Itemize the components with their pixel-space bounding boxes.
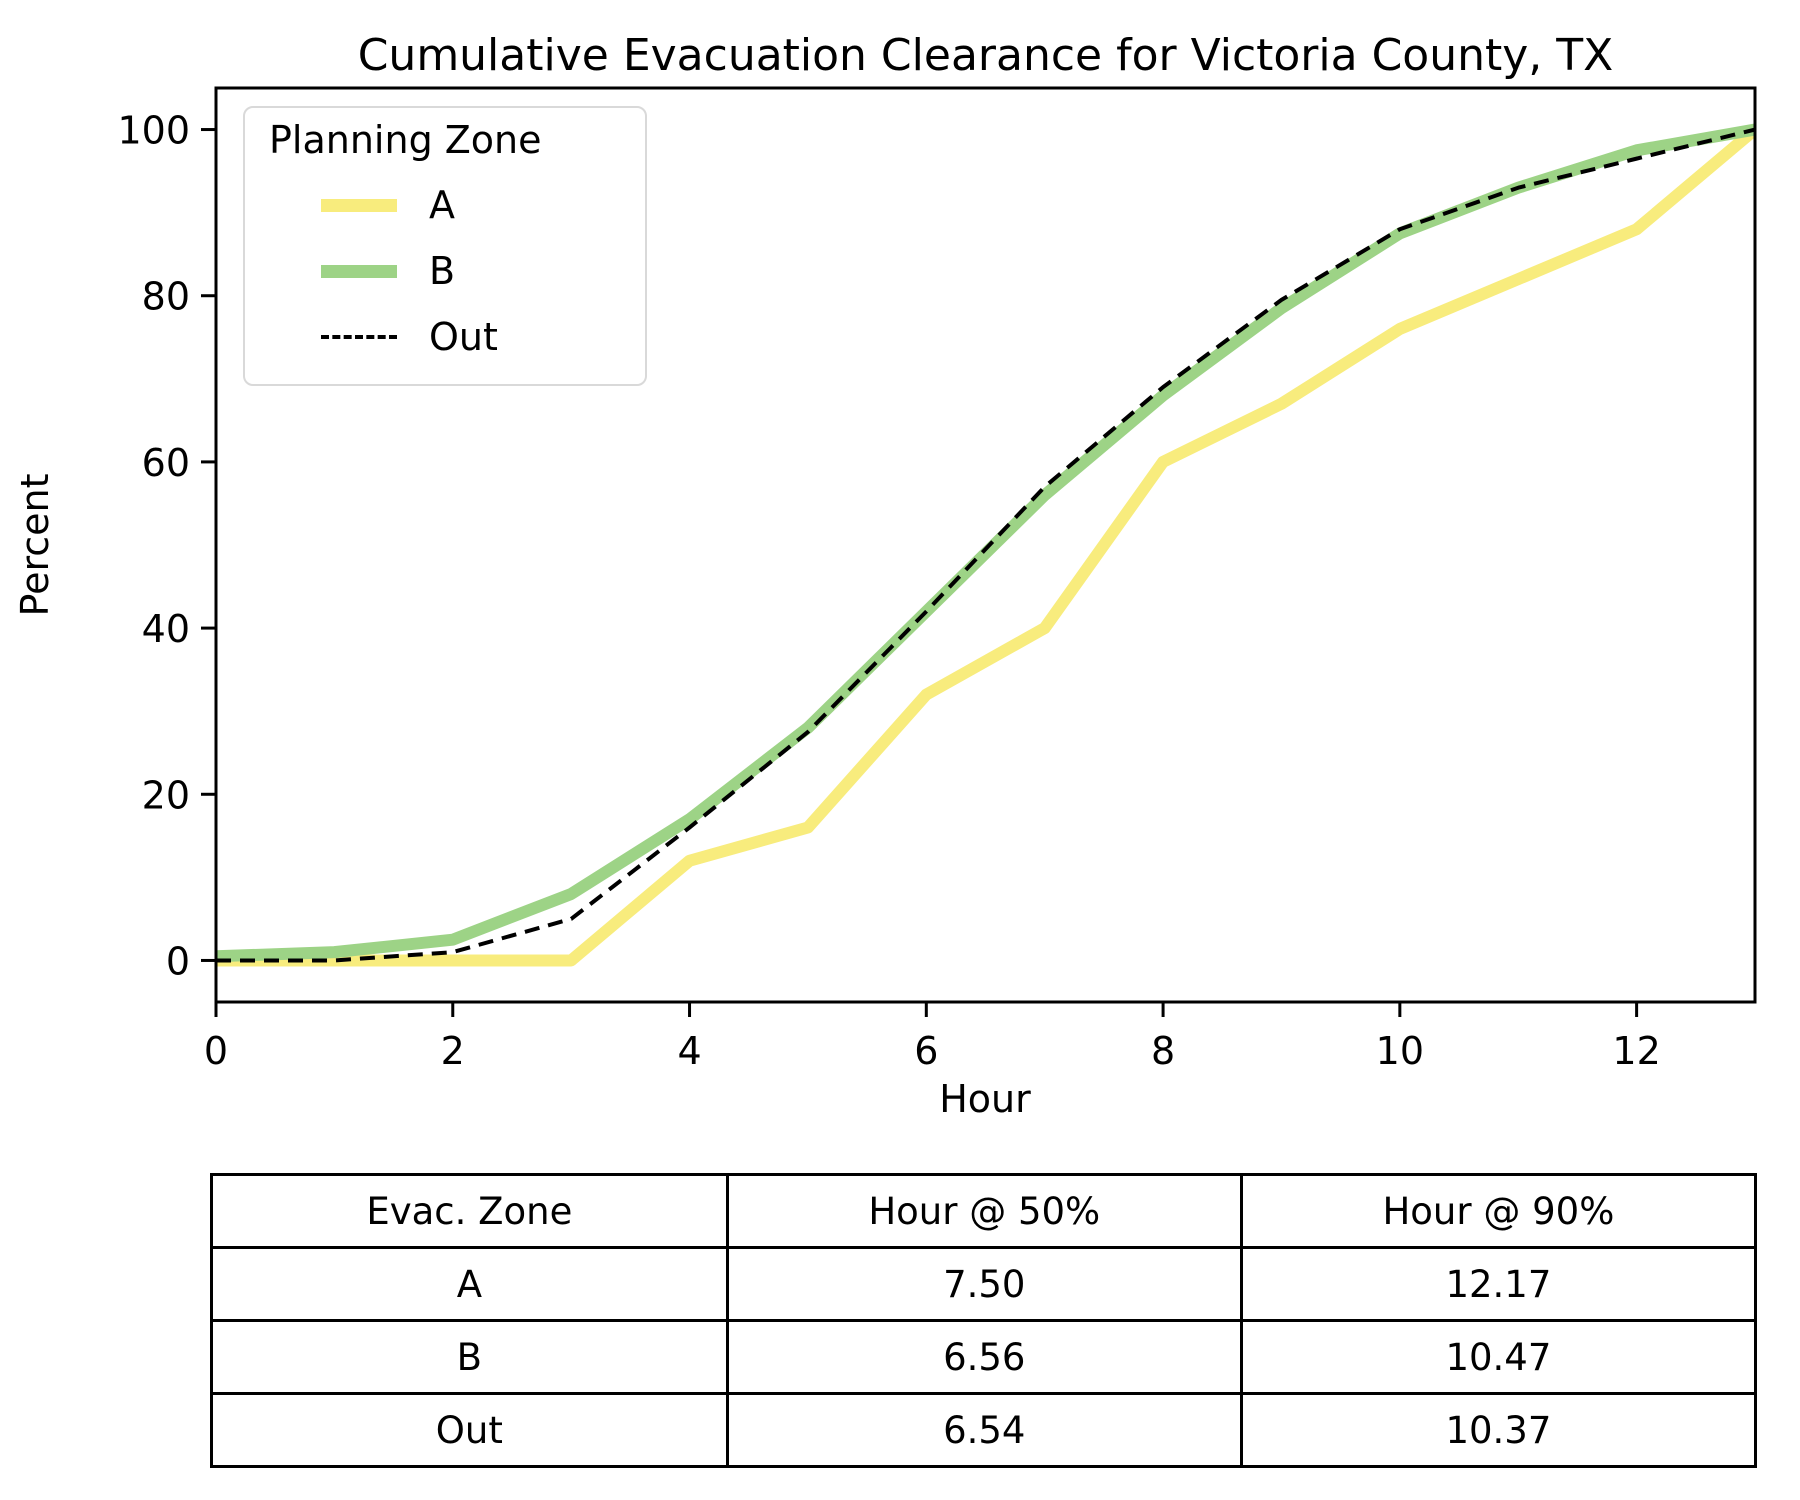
legend-swatch-out <box>321 335 397 339</box>
x-tick-label: 12 <box>1612 1029 1660 1073</box>
cell-h50: 6.54 <box>725 1392 1243 1468</box>
legend-swatch-b <box>321 264 397 278</box>
cell-zone: A <box>210 1246 729 1322</box>
x-axis-label: Hour <box>939 1077 1031 1121</box>
cell-h50: 6.56 <box>725 1319 1243 1395</box>
legend: Planning Zone A B Out <box>243 106 647 386</box>
legend-swatch-a <box>321 198 397 212</box>
legend-entry-b: B <box>269 238 621 304</box>
table-row: A 7.50 12.17 <box>210 1246 1758 1322</box>
series-line-out <box>216 127 1755 963</box>
y-tick-label: 0 <box>166 939 190 983</box>
header-hour-90: Hour @ 90% <box>1239 1173 1758 1249</box>
legend-entry-a: A <box>269 172 621 238</box>
y-tick-label: 40 <box>142 607 190 651</box>
legend-label-out: Out <box>429 315 498 359</box>
legend-title: Planning Zone <box>269 118 542 162</box>
plot-border <box>214 86 1757 1004</box>
chart-series <box>216 123 1755 967</box>
cell-h90: 10.47 <box>1239 1319 1758 1395</box>
header-hour-50: Hour @ 50% <box>725 1173 1243 1249</box>
x-tick-label: 2 <box>441 1029 465 1073</box>
axis-ticks: 0 2 4 6 8 10 12 0 20 40 60 80 100 <box>117 109 1660 1073</box>
y-tick-label: 80 <box>142 275 190 319</box>
chart-title: Cumulative Evacuation Clearance for Vict… <box>357 30 1614 81</box>
clearance-stats-table: Evac. Zone Hour @ 50% Hour @ 90% A 7.50 … <box>210 1173 1758 1468</box>
x-tick-label: 6 <box>914 1029 938 1073</box>
table-row: B 6.56 10.47 <box>210 1319 1758 1395</box>
series-line-a <box>216 124 1755 967</box>
legend-label-b: B <box>429 249 456 293</box>
x-tick-label: 10 <box>1376 1029 1424 1073</box>
x-tick-label: 8 <box>1151 1029 1175 1073</box>
cell-h90: 12.17 <box>1239 1246 1758 1322</box>
y-axis-label: Percent <box>13 474 57 617</box>
table-row: Out 6.54 10.37 <box>210 1392 1758 1468</box>
legend-label-a: A <box>429 183 455 227</box>
x-tick-label: 4 <box>677 1029 701 1073</box>
cell-zone: B <box>210 1319 729 1395</box>
x-tick-label: 0 <box>204 1029 228 1073</box>
table-header-row: Evac. Zone Hour @ 50% Hour @ 90% <box>210 1173 1758 1249</box>
header-evac-zone: Evac. Zone <box>210 1173 729 1249</box>
y-tick-label: 60 <box>142 441 190 485</box>
cell-h90: 10.37 <box>1239 1392 1758 1468</box>
y-tick-label: 100 <box>117 109 190 153</box>
legend-entry-out: Out <box>269 304 621 370</box>
cell-h50: 7.50 <box>725 1246 1243 1322</box>
y-tick-label: 20 <box>142 773 190 817</box>
cell-zone: Out <box>210 1392 729 1468</box>
